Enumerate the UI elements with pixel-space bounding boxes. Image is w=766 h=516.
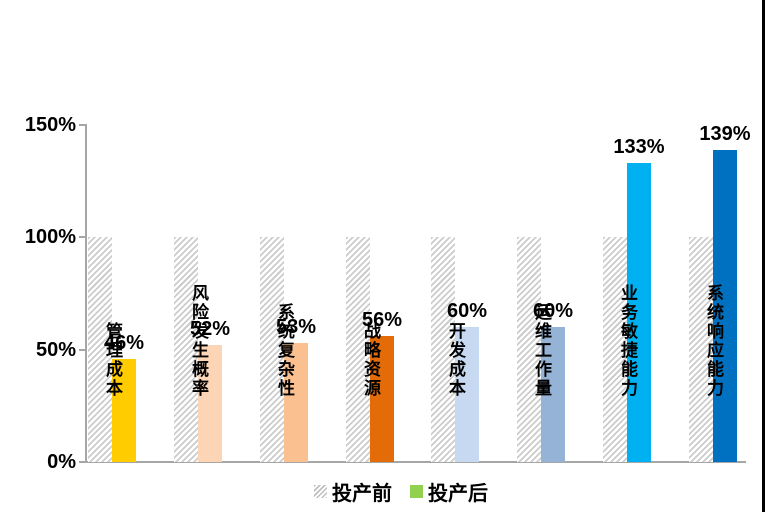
bar-after: [284, 342, 308, 462]
bar-pair: 133% 业务敏捷能力: [603, 125, 665, 462]
y-tick-mark: [79, 124, 86, 126]
x-axis-baseline: [85, 461, 746, 463]
bar-before: [689, 237, 713, 462]
y-tick-label: 100%: [24, 226, 76, 249]
legend-label-after: 投产后: [428, 483, 488, 505]
bar-before: [260, 237, 284, 462]
bar-before: [174, 237, 198, 462]
bar-pair: 56% 战略资源: [346, 125, 402, 462]
bar-pair: 52% 风险发生概率: [174, 125, 230, 462]
category-label: 系统响应能力: [704, 284, 723, 398]
legend-item-before: 投产前: [314, 477, 392, 506]
bar-before: [88, 237, 112, 462]
category-label: 风险发生概率: [189, 284, 208, 398]
bar-pair: 46% 管理成本: [88, 125, 144, 462]
bar-before: [431, 237, 455, 462]
bar-after: [370, 336, 394, 462]
value-label: 56%: [361, 309, 403, 332]
bar-after: [198, 345, 222, 462]
y-tick-mark: [79, 461, 86, 463]
y-tick-label: 150%: [24, 114, 76, 136]
value-label: 52%: [189, 318, 231, 341]
value-label: 46%: [103, 331, 145, 354]
legend: 投产前 投产后: [18, 477, 766, 506]
bar-before: [517, 237, 541, 462]
bar-pair: 139% 系统响应能力: [689, 123, 751, 462]
bar-after: [541, 327, 565, 462]
plot-area: 46% 管理成本 52% 风险发生概率 53% 系统复杂性 56% 战略资源 60% 开发成本 60…: [0, 123, 766, 462]
category-label: 开发成本: [446, 322, 465, 398]
value-label: 133%: [613, 136, 665, 159]
y-tick-label: 50%: [35, 338, 76, 361]
category-label: 管理成本: [103, 322, 122, 398]
category-label: 运维工作量: [532, 303, 551, 398]
legend-swatch-before: [314, 485, 327, 498]
bar-pair: 60% 运维工作量: [517, 125, 573, 462]
legend-swatch-after: [410, 485, 423, 498]
bar-pair: 53% 系统复杂性: [260, 125, 316, 462]
right-border-line: [762, 0, 765, 512]
bar-before: [346, 237, 370, 462]
y-tick-mark: [79, 236, 86, 239]
category-label: 系统复杂性: [275, 303, 294, 398]
bar-after: [455, 327, 479, 462]
y-tick-label: 0%: [47, 451, 76, 473]
bar-after: [627, 163, 651, 462]
bar-before: [603, 237, 627, 462]
y-axis-line: [85, 124, 87, 463]
value-label: 60%: [532, 300, 574, 323]
value-label: 60%: [446, 300, 488, 323]
bar-after: [112, 358, 136, 462]
category-label: 战略资源: [361, 322, 380, 398]
value-label: 139%: [699, 122, 751, 145]
legend-label-before: 投产前: [332, 483, 392, 505]
bar-after: [713, 149, 737, 462]
y-tick-mark: [79, 348, 86, 351]
legend-item-after: 投产后: [410, 477, 488, 506]
value-label: 53%: [275, 315, 317, 338]
bar-pair: 60% 开发成本: [431, 125, 487, 462]
category-label: 业务敏捷能力: [618, 284, 637, 398]
